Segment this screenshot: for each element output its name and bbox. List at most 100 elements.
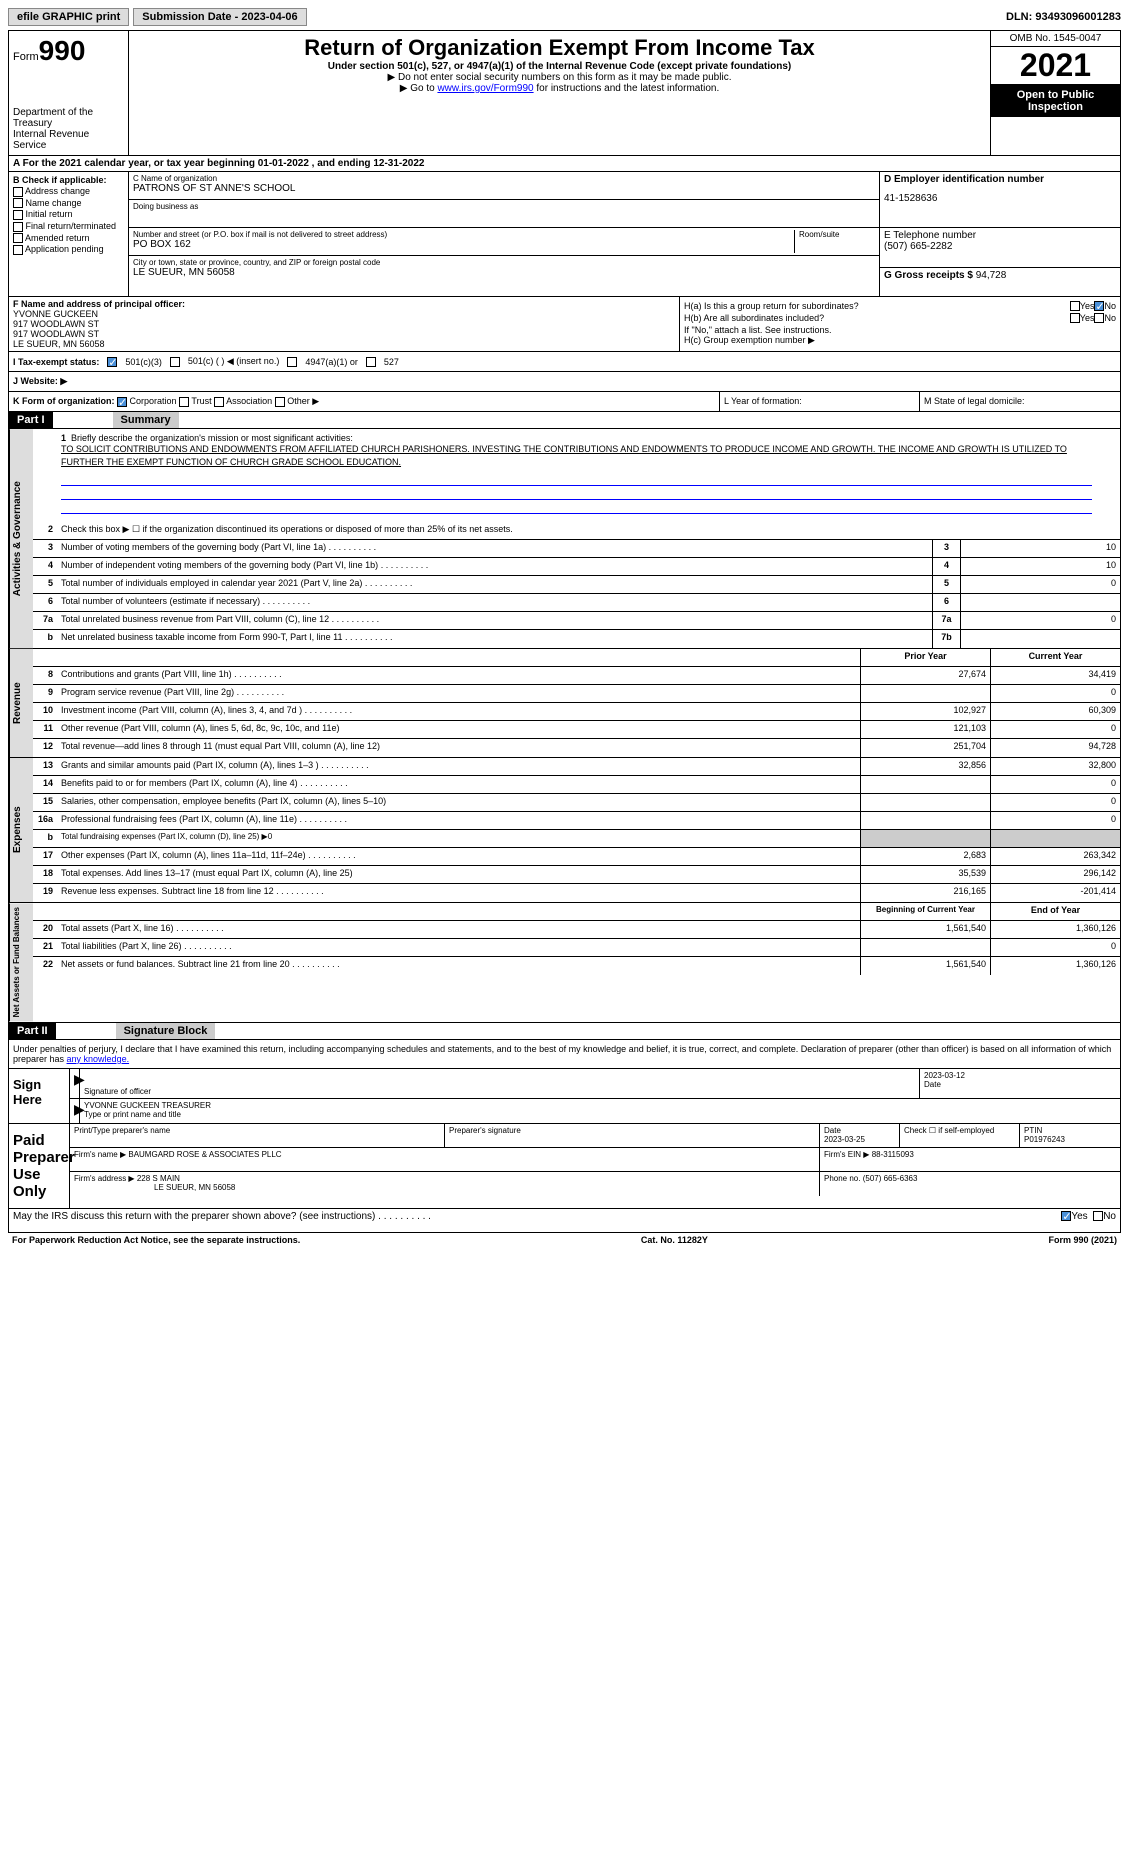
l22c: 1,360,126 <box>990 957 1120 975</box>
l3: Number of voting members of the governin… <box>57 540 932 557</box>
chk-corp[interactable] <box>117 397 127 407</box>
title: Return of Organization Exempt From Incom… <box>133 35 986 61</box>
ha-yes[interactable] <box>1070 301 1080 311</box>
irs: Internal Revenue Service <box>13 129 124 151</box>
officer-l1: 917 WOODLAWN ST <box>13 319 675 329</box>
hb: H(b) Are all subordinates included? <box>684 313 1070 323</box>
hdr-prior: Prior Year <box>860 649 990 666</box>
col-b: B Check if applicable: Address change Na… <box>9 172 129 296</box>
l4: Number of independent voting members of … <box>57 558 932 575</box>
l14p <box>860 776 990 793</box>
l16a: Professional fundraising fees (Part IX, … <box>57 812 860 829</box>
col-f: F Name and address of principal officer:… <box>9 297 680 351</box>
ein: 41-1528636 <box>884 193 1116 204</box>
vert-rev: Revenue <box>9 649 33 757</box>
l9p <box>860 685 990 702</box>
vert-exp: Expenses <box>9 758 33 902</box>
part2-hdr: Part II <box>9 1023 56 1039</box>
hb-yes[interactable] <box>1070 313 1080 323</box>
l14c: 0 <box>990 776 1120 793</box>
k3: M State of legal domicile: <box>920 392 1120 411</box>
header-mid: Return of Organization Exempt From Incom… <box>129 31 990 155</box>
paid-prep: Paid Preparer Use Only <box>9 1124 69 1208</box>
chk-addr[interactable] <box>13 187 23 197</box>
chk-501c[interactable] <box>170 357 180 367</box>
ha-no[interactable] <box>1094 301 1104 311</box>
name-lbl: C Name of organization <box>133 174 875 183</box>
part2-title: Signature Block <box>116 1023 216 1039</box>
l13p: 32,856 <box>860 758 990 775</box>
topbar: efile GRAPHIC print Submission Date - 20… <box>8 8 1121 26</box>
ptin: P01976243 <box>1024 1135 1116 1144</box>
chk-other[interactable] <box>275 397 285 407</box>
l18c: 296,142 <box>990 866 1120 883</box>
l8c: 34,419 <box>990 667 1120 684</box>
chk-4947[interactable] <box>287 357 297 367</box>
chk-amended[interactable] <box>13 233 23 243</box>
chk-527[interactable] <box>366 357 376 367</box>
officer-name: YVONNE GUCKEEN <box>13 309 675 319</box>
addr-lbl: Number and street (or P.O. box if mail i… <box>133 230 794 239</box>
chk-trust[interactable] <box>179 397 189 407</box>
chk-pending[interactable] <box>13 245 23 255</box>
inspect: Open to Public Inspection <box>991 85 1120 117</box>
chk-name[interactable] <box>13 198 23 208</box>
hb-note: If "No," attach a list. See instructions… <box>684 325 1116 335</box>
dept: Department of the Treasury <box>13 107 124 129</box>
section-bc: B Check if applicable: Address change Na… <box>8 172 1121 297</box>
l7av: 0 <box>960 612 1120 629</box>
ha: H(a) Is this a group return for subordin… <box>684 301 1070 311</box>
l11c: 0 <box>990 721 1120 738</box>
officer-l2: 917 WOODLAWN ST <box>13 329 675 339</box>
subtitle: Under section 501(c), 527, or 4947(a)(1)… <box>133 61 986 72</box>
firm-addr2: LE SUEUR, MN 56058 <box>154 1183 235 1192</box>
firm-ein-lbl: Firm's EIN ▶ <box>824 1150 872 1159</box>
l11p: 121,103 <box>860 721 990 738</box>
l14: Benefits paid to or for members (Part IX… <box>57 776 860 793</box>
chk-assoc[interactable] <box>214 397 224 407</box>
l18: Total expenses. Add lines 13–17 (must eq… <box>57 866 860 883</box>
decl-link[interactable]: any knowledge. <box>67 1054 130 1064</box>
l21c: 0 <box>990 939 1120 956</box>
check-self: Check ☐ if self-employed <box>900 1124 1020 1147</box>
discuss: May the IRS discuss this return with the… <box>13 1211 1061 1230</box>
addr: PO BOX 162 <box>133 239 794 250</box>
sig-officer-lbl: Signature of officer <box>84 1087 915 1096</box>
l10p: 102,927 <box>860 703 990 720</box>
l18p: 35,539 <box>860 866 990 883</box>
prep-sig-lbl: Preparer's signature <box>445 1124 820 1147</box>
footer-mid: Cat. No. 11282Y <box>300 1235 1048 1245</box>
f-lbl: F Name and address of principal officer: <box>13 299 675 309</box>
l21p <box>860 939 990 956</box>
tel: (507) 665-2282 <box>884 241 1116 252</box>
footer-left: For Paperwork Reduction Act Notice, see … <box>12 1235 300 1245</box>
l1-desc: Briefly describe the organization's miss… <box>71 433 353 443</box>
part1-hdr: Part I <box>9 412 53 428</box>
discuss-yes[interactable] <box>1061 1211 1071 1221</box>
l5v: 0 <box>960 576 1120 593</box>
chk-initial[interactable] <box>13 210 23 220</box>
room-lbl: Room/suite <box>799 230 875 239</box>
l17c: 263,342 <box>990 848 1120 865</box>
chk-final[interactable] <box>13 222 23 232</box>
submission-btn[interactable]: Submission Date - 2023-04-06 <box>133 8 306 26</box>
l20c: 1,360,126 <box>990 921 1120 938</box>
hdr-beg: Beginning of Current Year <box>860 903 990 920</box>
firm-addr-lbl: Firm's address ▶ <box>74 1174 137 1183</box>
summary-ag: Activities & Governance 1 Briefly descri… <box>8 429 1121 649</box>
l11: Other revenue (Part VIII, column (A), li… <box>57 721 860 738</box>
efile-btn[interactable]: efile GRAPHIC print <box>8 8 129 26</box>
summary-exp: Expenses 13Grants and similar amounts pa… <box>8 758 1121 903</box>
row-a: A For the 2021 calendar year, or tax yea… <box>8 156 1121 172</box>
form990-link[interactable]: www.irs.gov/Form990 <box>437 83 533 94</box>
discuss-no[interactable] <box>1093 1211 1103 1221</box>
chk-501c3[interactable] <box>107 357 117 367</box>
section-fh: F Name and address of principal officer:… <box>8 297 1121 352</box>
l17: Other expenses (Part IX, column (A), lin… <box>57 848 860 865</box>
gross-lbl: G Gross receipts $ <box>884 270 976 281</box>
l13: Grants and similar amounts paid (Part IX… <box>57 758 860 775</box>
sig-block: Under penalties of perjury, I declare th… <box>8 1040 1121 1233</box>
hb-no[interactable] <box>1094 313 1104 323</box>
header: Form990 Department of the Treasury Inter… <box>8 30 1121 156</box>
phone-lbl: Phone no. <box>824 1174 863 1183</box>
